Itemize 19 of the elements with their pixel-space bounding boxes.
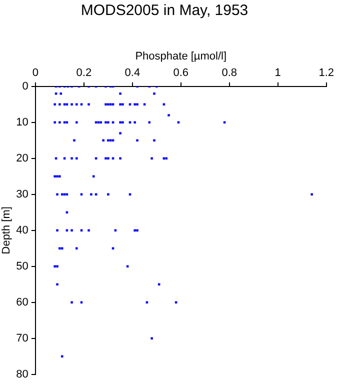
x-tick-label: 0 xyxy=(32,66,38,79)
y-axis-title: Depth [m] xyxy=(0,206,13,254)
x-tick-label: 0.6 xyxy=(173,66,189,79)
y-tick-label: 30 xyxy=(16,188,28,200)
y-tick-label: 10 xyxy=(16,116,28,128)
chart-title: MODS2005 in May, 1953 xyxy=(80,2,248,20)
y-tick-label: 0 xyxy=(22,80,28,92)
x-tick-label: 1 xyxy=(274,66,281,79)
y-tick-label: 40 xyxy=(16,224,28,236)
x-tick-label: 1.2 xyxy=(318,66,334,79)
y-tick-label: 70 xyxy=(16,332,28,344)
y-tick-label: 80 xyxy=(16,368,28,380)
x-axis-title: Phosphate [µmol/l] xyxy=(135,50,227,63)
x-tick-label: 0.8 xyxy=(222,66,238,79)
x-tick-label: 0.2 xyxy=(76,66,92,79)
y-tick-label: 50 xyxy=(16,260,28,272)
x-tick-label: 0.4 xyxy=(124,66,140,79)
y-tick-label: 60 xyxy=(16,296,28,308)
y-tick-label: 20 xyxy=(16,152,28,164)
